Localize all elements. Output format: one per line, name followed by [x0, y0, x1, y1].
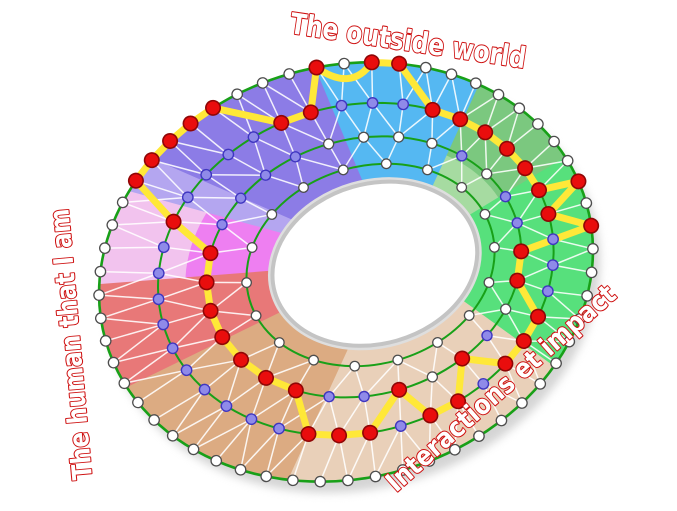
torus-render-root	[93, 54, 600, 493]
label-human-that-i-am: The human that I am	[44, 207, 99, 481]
